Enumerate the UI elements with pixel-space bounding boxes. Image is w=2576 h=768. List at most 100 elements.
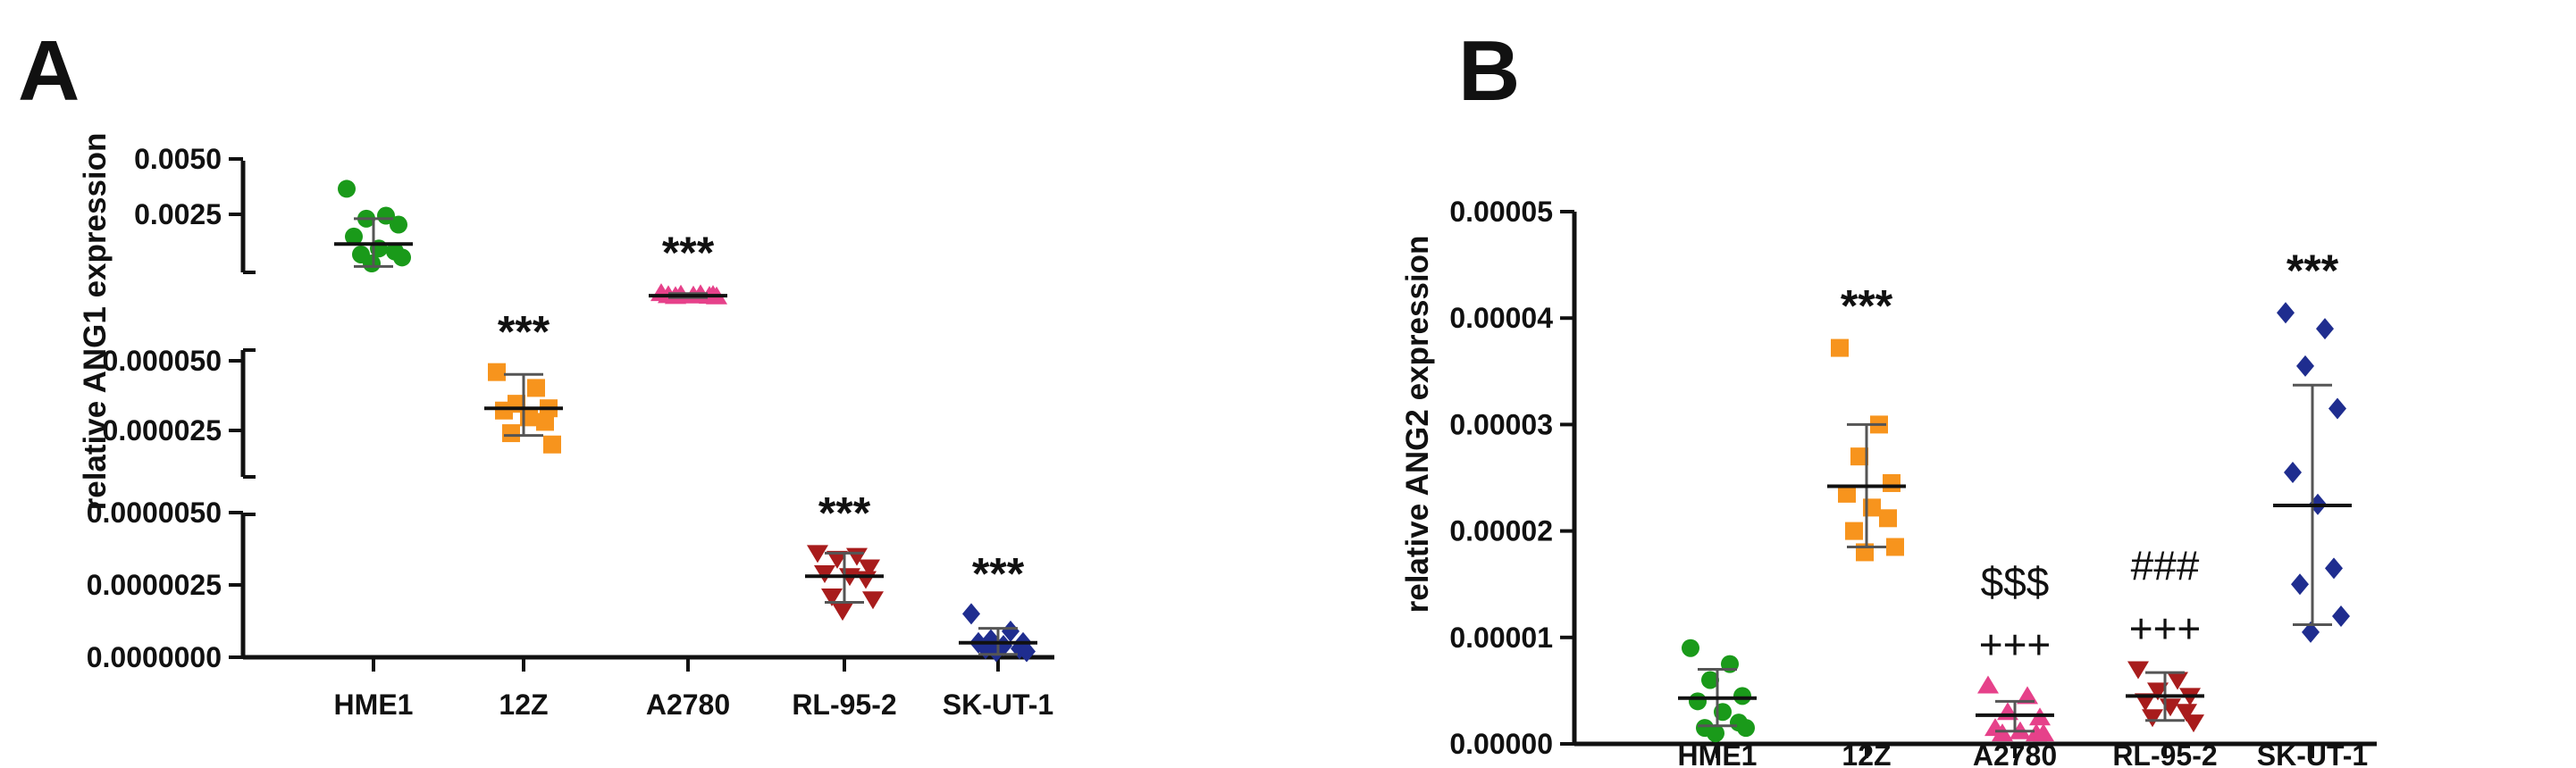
data-point-12z — [1845, 522, 1863, 540]
data-point-rl-95-2 — [859, 559, 880, 578]
data-point-sk-ut-1 — [2302, 621, 2320, 643]
y-tick-label: 0.00000 — [1449, 728, 1553, 760]
x-tick-label: SK-UT-1 — [2257, 739, 2368, 768]
data-point-hme1 — [1701, 671, 1719, 689]
significance-label: $$$ — [1981, 558, 2050, 605]
group-rl-95-2 — [2126, 661, 2204, 733]
group-a2780 — [1976, 675, 2054, 742]
data-point-12z — [543, 435, 561, 454]
panel-a: A relative ANG1 expression 0.0050 0.0025 0… — [18, 23, 1054, 721]
data-point-sk-ut-1 — [2277, 302, 2295, 324]
panel-b: B relative ANG2 expression 0.00000 0.0000… — [1400, 23, 2377, 768]
data-point-12z — [1831, 338, 1849, 357]
data-point-sk-ut-1 — [962, 603, 980, 625]
significance-label: *** — [662, 228, 715, 278]
data-point-hme1 — [1737, 719, 1755, 738]
data-point-a2780 — [2033, 723, 2054, 742]
data-point-sk-ut-1 — [1002, 620, 1019, 642]
data-point-sk-ut-1 — [2284, 462, 2302, 484]
data-point-sk-ut-1 — [2296, 355, 2314, 377]
data-point-rl-95-2 — [814, 565, 835, 584]
data-point-12z — [1886, 538, 1904, 556]
significance-label: *** — [818, 488, 871, 538]
data-point-12z — [502, 424, 520, 443]
group-sk-ut-1 — [2273, 302, 2352, 643]
data-point-sk-ut-1 — [2316, 318, 2334, 340]
data-point-12z — [495, 401, 513, 420]
data-point-sk-ut-1 — [2328, 397, 2346, 420]
group-hme1 — [334, 179, 413, 272]
data-point-rl-95-2 — [2160, 698, 2181, 717]
y-tick-label: 0.00002 — [1449, 515, 1553, 547]
data-point-12z — [1838, 484, 1856, 503]
y-tick-label: 0.00004 — [1449, 302, 1553, 334]
significance-label: ### — [2131, 543, 2200, 589]
x-tick-label: 12Z — [499, 689, 548, 721]
y-tick-label: 0.000050 — [103, 345, 222, 377]
data-point-12z — [1883, 473, 1901, 492]
x-tick-label: A2780 — [1973, 739, 2057, 768]
y-tick-label: 0.0000025 — [87, 569, 222, 601]
data-point-hme1 — [1707, 724, 1724, 743]
group-sk-ut-1 — [959, 603, 1037, 663]
group-hme1 — [1678, 639, 1757, 743]
y-tick-label: 0.0000050 — [87, 497, 222, 529]
data-point-hme1 — [345, 227, 363, 246]
panel-b-y-axis-label: relative ANG2 expression — [1400, 236, 1435, 614]
x-tick-label: HME1 — [334, 689, 414, 721]
x-tick-label: SK-UT-1 — [943, 689, 1053, 721]
y-tick-label: 0.00003 — [1449, 408, 1553, 440]
significance-label: +++ — [1979, 621, 2052, 667]
group-12z — [1827, 338, 1906, 562]
y-tick-label: 0.0025 — [134, 198, 222, 230]
data-point-hme1 — [393, 248, 411, 267]
data-point-sk-ut-1 — [2325, 557, 2343, 580]
data-point-rl-95-2 — [2176, 704, 2197, 722]
data-point-12z — [1879, 509, 1897, 528]
x-tick-label: 12Z — [1842, 739, 1891, 768]
data-point-12z — [488, 363, 506, 381]
y-tick-label: 0.0050 — [134, 143, 222, 175]
data-point-12z — [536, 413, 554, 431]
significance-label: *** — [1841, 281, 1893, 331]
data-point-hme1 — [1682, 639, 1699, 657]
data-point-rl-95-2 — [2142, 709, 2163, 728]
y-tick-label: 0.0000000 — [87, 641, 222, 673]
x-tick-label: RL-95-2 — [792, 689, 896, 721]
data-point-sk-ut-1 — [987, 640, 1005, 663]
significance-label: *** — [498, 307, 550, 357]
data-point-rl-95-2 — [855, 571, 877, 589]
data-point-rl-95-2 — [832, 603, 853, 622]
y-tick-label: 0.00005 — [1449, 196, 1553, 228]
data-point-rl-95-2 — [862, 591, 884, 610]
data-point-rl-95-2 — [2147, 682, 2169, 701]
data-point-a2780 — [2017, 686, 2038, 705]
significance-label: +++ — [2129, 605, 2202, 652]
data-point-rl-95-2 — [827, 550, 848, 569]
data-point-sk-ut-1 — [2332, 605, 2350, 627]
data-point-hme1 — [1689, 692, 1707, 711]
data-point-hme1 — [377, 206, 395, 225]
data-point-sk-ut-1 — [1018, 640, 1036, 663]
y-tick-label: 0.00001 — [1449, 622, 1553, 654]
panel-a-label: A — [18, 23, 80, 119]
data-point-hme1 — [338, 179, 356, 198]
group-a2780 — [649, 283, 727, 305]
data-point-rl-95-2 — [807, 545, 828, 563]
data-point-hme1 — [390, 215, 407, 234]
panel-b-label: B — [1458, 23, 1520, 119]
data-point-sk-ut-1 — [2291, 573, 2309, 596]
data-point-hme1 — [1733, 687, 1751, 705]
significance-label: *** — [2287, 246, 2339, 296]
data-point-12z — [527, 379, 545, 397]
data-point-12z — [1850, 447, 1868, 466]
x-tick-label: RL-95-2 — [2112, 739, 2217, 768]
data-point-rl-95-2 — [821, 588, 843, 606]
data-point-a2780 — [1977, 675, 1999, 694]
x-tick-label: A2780 — [646, 689, 730, 721]
group-rl-95-2 — [805, 545, 884, 622]
data-point-rl-95-2 — [2127, 661, 2149, 680]
y-tick-label: 0.000025 — [103, 414, 222, 447]
x-tick-label: HME1 — [1678, 739, 1758, 768]
